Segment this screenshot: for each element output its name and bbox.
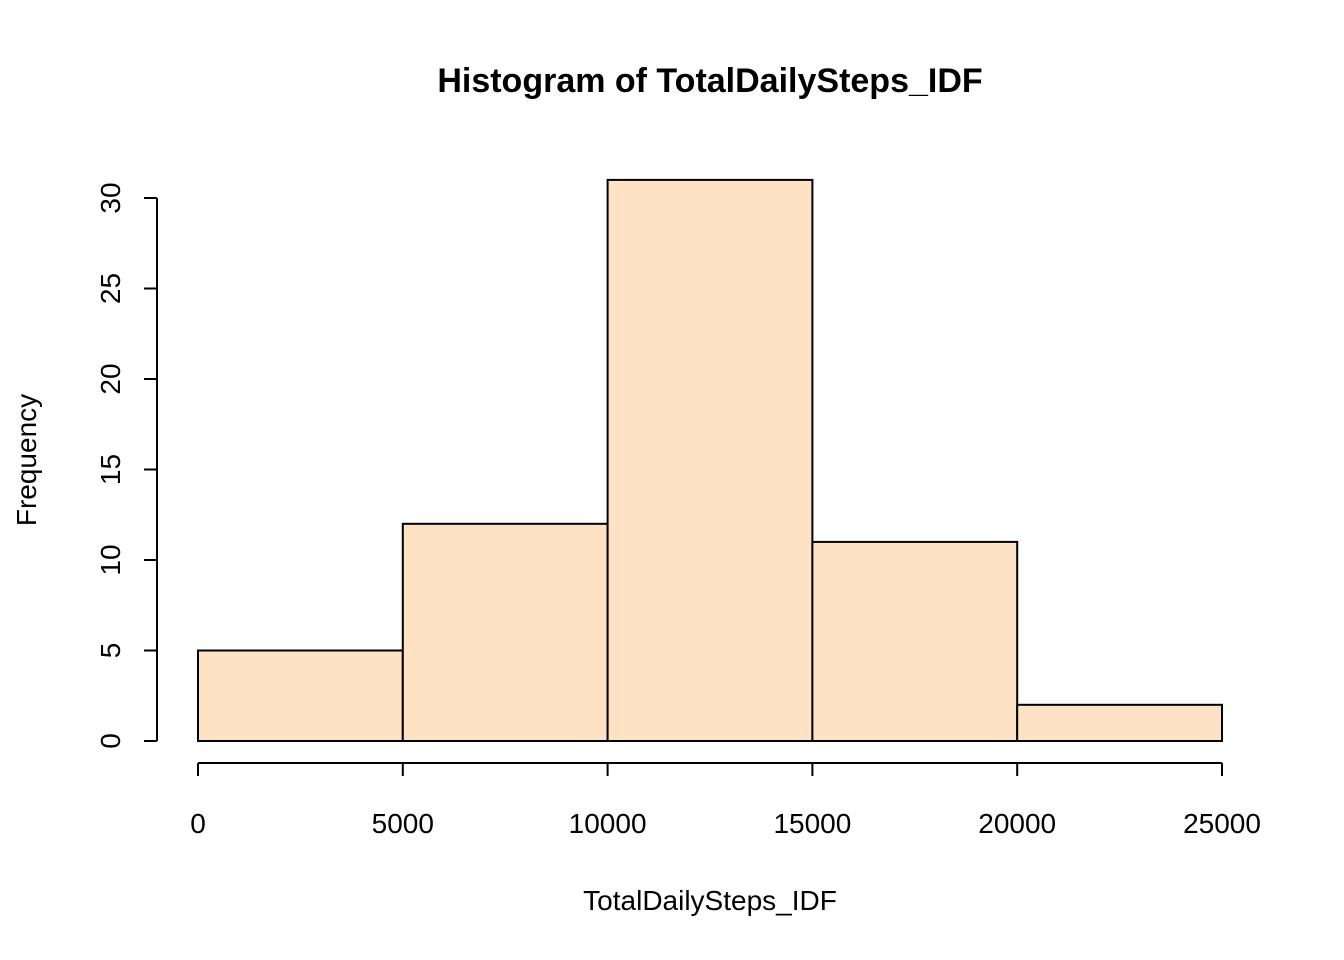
y-tick-label: 15: [95, 454, 126, 485]
y-tick-label: 25: [95, 273, 126, 304]
y-axis: 0 5 10 15 20 25 30: [95, 182, 158, 749]
x-tick-label: 20000: [978, 808, 1056, 839]
x-tick-label: 5000: [372, 808, 434, 839]
y-tick-label: 30: [95, 182, 126, 213]
y-tick-label: 0: [95, 733, 126, 749]
x-axis-label: TotalDailySteps_IDF: [583, 885, 837, 916]
histogram-bar-3: [811, 540, 1019, 743]
x-tick-label: 0: [190, 808, 206, 839]
bars-group: [197, 178, 1224, 743]
y-tick-label: 5: [95, 643, 126, 659]
histogram-bar-0: [197, 649, 404, 742]
histogram-bar-1: [401, 522, 609, 742]
x-tick-label: 15000: [773, 808, 851, 839]
y-tick-label: 20: [95, 363, 126, 394]
y-tick-label: 10: [95, 544, 126, 575]
y-axis-label: Frequency: [11, 394, 42, 526]
x-tick-label: 25000: [1183, 808, 1261, 839]
chart-title: Histogram of TotalDailySteps_IDF: [437, 62, 982, 100]
x-tick-label: 10000: [569, 808, 647, 839]
histogram-bar-2: [606, 178, 814, 742]
histogram-bar-4: [1016, 703, 1224, 742]
x-axis: 0 5000 10000 15000 20000 25000: [190, 762, 1261, 839]
